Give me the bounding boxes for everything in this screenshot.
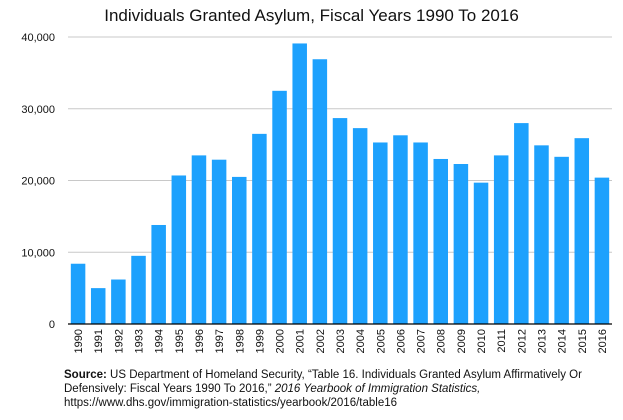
- bar: [413, 142, 428, 324]
- x-tick-label: 2010: [476, 329, 488, 353]
- x-tick-label: 2006: [395, 329, 407, 353]
- chart-title: Individuals Granted Asylum, Fiscal Years…: [104, 6, 519, 25]
- x-tick-label: 2000: [275, 329, 287, 353]
- bar: [252, 133, 267, 324]
- bar: [594, 177, 610, 324]
- bar: [493, 155, 509, 324]
- x-tick-label: 1998: [234, 329, 246, 353]
- x-tick-label: 2014: [557, 329, 569, 353]
- bar: [574, 138, 590, 324]
- x-tick-label: 1999: [254, 329, 266, 353]
- x-tick-label: 1993: [134, 329, 146, 353]
- bar: [131, 255, 146, 324]
- bar: [171, 175, 187, 324]
- bar: [352, 128, 368, 324]
- bar: [292, 43, 307, 325]
- x-tick-label: 1994: [154, 329, 166, 353]
- x-tick-label: 2009: [456, 329, 468, 353]
- x-tick-label: 2003: [335, 329, 347, 353]
- x-tick-label: 2001: [295, 329, 307, 353]
- source-label: Source:: [64, 369, 107, 381]
- source-note: Source: US Department of Homeland Securi…: [64, 368, 619, 410]
- bar: [232, 176, 247, 324]
- bar: [151, 224, 166, 324]
- y-tick-label: 30,000: [21, 104, 55, 116]
- bar: [393, 135, 408, 324]
- x-tick-label: 2002: [315, 329, 327, 353]
- x-tick-label: 1997: [214, 329, 226, 353]
- bar: [332, 118, 348, 324]
- x-tick-label: 2004: [355, 329, 367, 353]
- bar: [272, 90, 287, 324]
- x-tick-label: 1995: [174, 329, 186, 353]
- source-text: US Department of Homeland Security, “Tab…: [64, 369, 582, 395]
- x-tick-label: 2015: [577, 329, 589, 353]
- y-tick-label: 20,000: [21, 176, 55, 188]
- x-tick-label: 1990: [73, 329, 85, 353]
- bar: [211, 159, 227, 324]
- bar: [70, 263, 86, 324]
- x-tick-label: 2011: [496, 329, 508, 353]
- bar: [514, 123, 529, 324]
- y-tick-label: 10,000: [21, 247, 55, 259]
- bar: [534, 145, 549, 324]
- bar: [90, 288, 106, 324]
- x-tick-label: 1996: [194, 329, 206, 353]
- x-tick-label: 2016: [597, 329, 609, 353]
- source-publication: 2016 Yearbook of Immigration Statistics,: [274, 383, 481, 395]
- y-tick-label: 0: [49, 319, 55, 331]
- bar: [554, 156, 569, 324]
- bar: [373, 142, 388, 324]
- bar-chart: 0 10,000 20,000 30,000 40,000 1990 1991 1992 199…: [21, 32, 612, 353]
- x-tick-label: 2013: [536, 329, 548, 353]
- x-tick-label: 1991: [93, 329, 105, 353]
- source-url[interactable]: https://www.dhs.gov/immigration-statisti…: [64, 397, 398, 409]
- x-tick-label: 2007: [416, 329, 428, 353]
- bar: [453, 163, 469, 324]
- y-tick-label: 40,000: [21, 32, 55, 44]
- bar: [312, 59, 328, 325]
- x-tick-label: 2012: [516, 329, 528, 353]
- bar: [191, 155, 207, 324]
- x-tick-label: 2005: [375, 329, 387, 353]
- bar: [433, 158, 448, 324]
- x-tick-label: 1992: [113, 329, 125, 353]
- x-tick-label: 2008: [436, 329, 448, 353]
- bar: [111, 279, 126, 324]
- bar: [473, 182, 489, 324]
